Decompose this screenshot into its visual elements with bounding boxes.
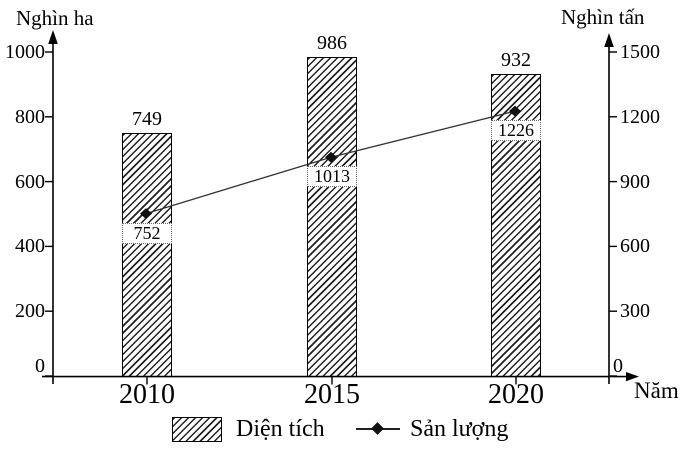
legend-swatch-dien-tich — [172, 417, 222, 442]
right-axis-tick-label: 1500 — [620, 41, 660, 63]
line-value-label: 1013 — [307, 166, 357, 188]
right-axis-tick-label: 1200 — [620, 105, 660, 128]
right-axis-tick-label: 0 — [613, 355, 623, 377]
bar-2015 — [307, 56, 357, 377]
right-axis-arrow-icon — [604, 33, 614, 47]
left-axis-arrow-icon — [48, 30, 58, 44]
legend-diamond-icon — [371, 422, 384, 435]
left-axis-tick-label: 0 — [35, 355, 45, 377]
left-axis-tick-label: 1000 — [5, 41, 45, 63]
right-axis-tick-label: 600 — [620, 235, 650, 258]
bar-2010 — [122, 133, 172, 377]
x-axis-category-label: 2015 — [304, 379, 360, 410]
legend-label-dien-tich: Diện tích — [236, 416, 325, 442]
left-axis-tick-label: 800 — [15, 105, 45, 128]
x-axis-category-label: 2010 — [119, 379, 175, 410]
bar-value-label: 932 — [501, 49, 531, 72]
left-axis-title: Nghìn ha — [16, 6, 94, 30]
left-axis-tick-label: 200 — [15, 300, 45, 323]
left-axis-tick-label: 600 — [15, 170, 45, 193]
x-axis-title: Năm — [634, 378, 679, 403]
right-axis-tick-label: 300 — [620, 300, 650, 323]
legend-label-san-luong: Sản lượng — [410, 416, 509, 442]
right-axis-tick-label: 900 — [620, 170, 650, 193]
left-axis-tick-label: 400 — [15, 235, 45, 258]
right-axis-title: Nghìn tấn — [561, 5, 645, 29]
line-value-label: 752 — [122, 222, 172, 244]
line-value-label: 1226 — [491, 120, 541, 142]
bar-value-label: 986 — [317, 31, 347, 54]
bar-value-label: 749 — [132, 108, 162, 131]
x-axis-category-label: 2020 — [488, 379, 544, 410]
